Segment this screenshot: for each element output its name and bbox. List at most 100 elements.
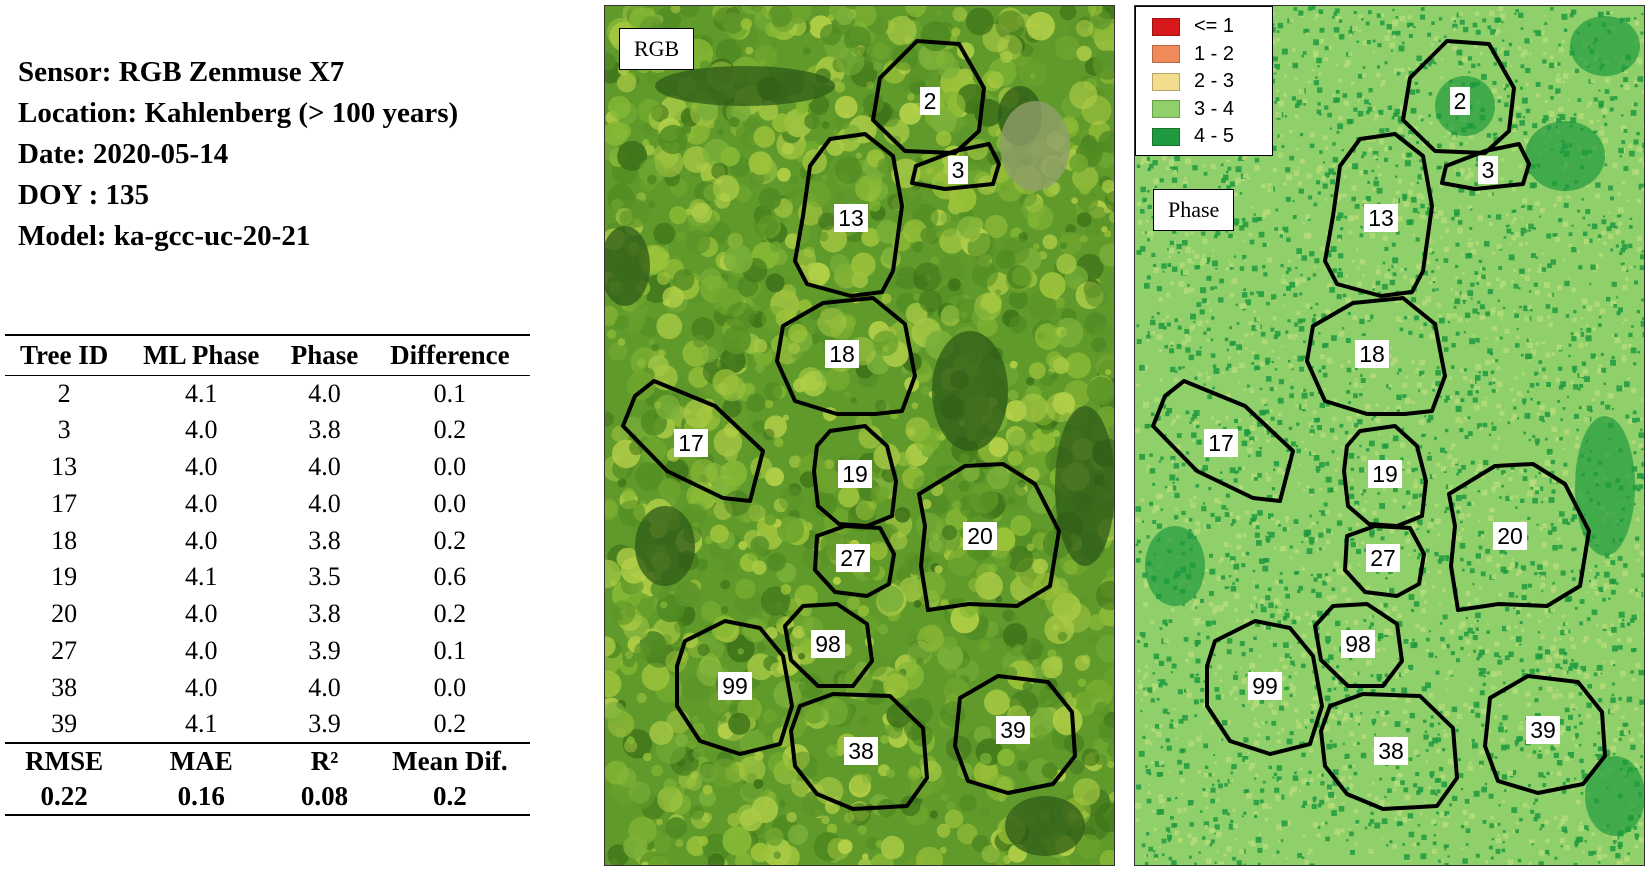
tree-crown-38: 38 <box>1319 692 1459 811</box>
crown-label: 3 <box>1482 157 1495 183</box>
crown-outline <box>789 692 929 811</box>
phase-panel-label: Phase <box>1153 189 1235 231</box>
crown-label: 2 <box>1454 88 1467 114</box>
crown-outline <box>783 602 874 688</box>
phase-cell: 3.8 <box>308 525 341 555</box>
phase-cell: 3.8 <box>308 415 341 445</box>
crown-label: 38 <box>848 738 874 764</box>
tree-crown-98: 98 <box>783 602 874 688</box>
ml-phase-cell: 4.0 <box>185 488 218 518</box>
metadata-block: Sensor: RGB Zenmuse X7 Location: Kahlenb… <box>18 52 558 257</box>
crown-label-background <box>1355 340 1389 368</box>
table-row: 17 4.0 4.0 0.0 <box>5 485 530 522</box>
tree-crown-2: 2 <box>1401 39 1516 155</box>
tree-crown-19: 19 <box>812 424 898 528</box>
crown-outline <box>910 142 1001 191</box>
crown-outline <box>1313 602 1404 688</box>
crown-label-background <box>996 716 1030 744</box>
difference-cell: 0.0 <box>433 672 467 702</box>
difference-cell: 0.2 <box>433 525 467 555</box>
crown-outline <box>871 39 986 155</box>
tree-id-cell: 2 <box>57 378 71 408</box>
crown-label: 17 <box>1208 430 1234 456</box>
difference-cell: 0.2 <box>433 415 467 445</box>
difference-cell: 0.2 <box>433 709 467 739</box>
tree-crown-38: 38 <box>789 692 929 811</box>
legend-swatch <box>1152 17 1180 36</box>
summary-value-mean-dif: 0.2 <box>433 780 467 811</box>
sensor-text: Sensor: RGB Zenmuse X7 <box>18 56 345 88</box>
tree-crown-27: 27 <box>813 524 896 598</box>
ml-phase-cell: 4.0 <box>185 635 218 665</box>
crown-label: 18 <box>1359 341 1385 367</box>
crown-label-background <box>1368 460 1402 488</box>
legend-item: 1 - 2 <box>1152 41 1264 69</box>
crown-outline <box>1319 692 1459 811</box>
difference-cell: 0.1 <box>433 378 467 408</box>
date-text: Date: 2020-05-14 <box>18 138 229 170</box>
crown-label-background <box>718 672 752 700</box>
legend-swatch <box>1152 72 1180 91</box>
legend-label: 3 - 4 <box>1194 97 1235 120</box>
crown-label-background <box>1493 522 1527 550</box>
crown-label-background <box>948 156 968 184</box>
rgb-panel-label: RGB <box>619 28 695 70</box>
phase-map-panel: 2 3 13 17 18 19 20 27 38 39 98 99 <= 1 1 - 2 2 - 3 3 -… <box>1134 5 1645 866</box>
table-row: 13 4.0 4.0 0.0 <box>5 449 530 486</box>
doy-text: DOY : 135 <box>18 179 150 211</box>
crown-outline <box>1305 296 1447 416</box>
tree-crown-20: 20 <box>1447 462 1591 612</box>
tree-id-cell: 3 <box>57 415 71 445</box>
legend-label: 4 - 5 <box>1194 125 1235 148</box>
ml-phase-cell: 4.0 <box>185 599 218 629</box>
tree-id-cell: 39 <box>51 709 78 739</box>
summary-label-row: RMSE MAE R² Mean Dif. <box>5 742 530 779</box>
phase-cell: 4.0 <box>308 672 341 702</box>
crown-outline <box>1447 462 1591 612</box>
ml-phase-cell: 4.1 <box>185 562 218 592</box>
crown-outline <box>793 132 904 298</box>
tree-crown-2: 2 <box>871 39 986 155</box>
crown-outline <box>1205 619 1324 756</box>
tree-id-cell: 19 <box>51 562 78 592</box>
crown-label-background <box>834 204 868 232</box>
crown-label: 13 <box>1368 205 1394 231</box>
ml-phase-cell: 4.0 <box>185 525 218 555</box>
table-header-row: Tree ID ML Phase Phase Difference <box>5 335 530 376</box>
tree-id-cell: 18 <box>51 525 78 555</box>
tree-crown-3: 3 <box>910 142 1001 191</box>
crown-label: 98 <box>815 631 841 657</box>
crown-label-background <box>1366 544 1400 572</box>
phase-cell: 3.8 <box>308 599 341 629</box>
crown-outline <box>813 524 896 598</box>
crown-outline <box>812 424 898 528</box>
crown-label-background <box>825 340 859 368</box>
tree-id-cell: 13 <box>51 451 78 481</box>
tree-crown-39: 39 <box>953 674 1077 795</box>
crown-label: 39 <box>1530 717 1556 743</box>
crown-outline <box>1323 132 1434 298</box>
legend-item: 4 - 5 <box>1152 123 1264 151</box>
header-difference: Difference <box>369 335 530 376</box>
phase-comparison-table: Tree ID ML Phase Phase Difference 2 4.1 4.… <box>5 334 530 816</box>
table-row: 18 4.0 3.8 0.2 <box>5 522 530 559</box>
crown-outline <box>1151 379 1295 503</box>
crown-outline <box>1401 39 1516 155</box>
tree-crown-27: 27 <box>1343 524 1426 598</box>
table-row: 27 4.0 3.9 0.1 <box>5 633 530 670</box>
phase-cell: 3.9 <box>308 635 341 665</box>
header-ml-phase: ML Phase <box>123 335 280 376</box>
tree-crown-99: 99 <box>675 619 794 756</box>
crown-label: 27 <box>840 545 866 571</box>
summary-label-r2: R² <box>310 745 339 776</box>
crown-label: 20 <box>967 523 993 549</box>
crown-label: 18 <box>829 341 855 367</box>
legend-label: 1 - 2 <box>1194 42 1235 65</box>
phase-cell: 4.0 <box>308 451 341 481</box>
model-text: Model: ka-gcc-uc-20-21 <box>18 220 311 252</box>
tree-crown-39: 39 <box>1483 674 1607 795</box>
tree-id-cell: 38 <box>51 672 78 702</box>
crown-outline <box>1343 524 1426 598</box>
difference-cell: 0.1 <box>433 635 467 665</box>
summary-value-rmse: 0.22 <box>40 780 88 811</box>
